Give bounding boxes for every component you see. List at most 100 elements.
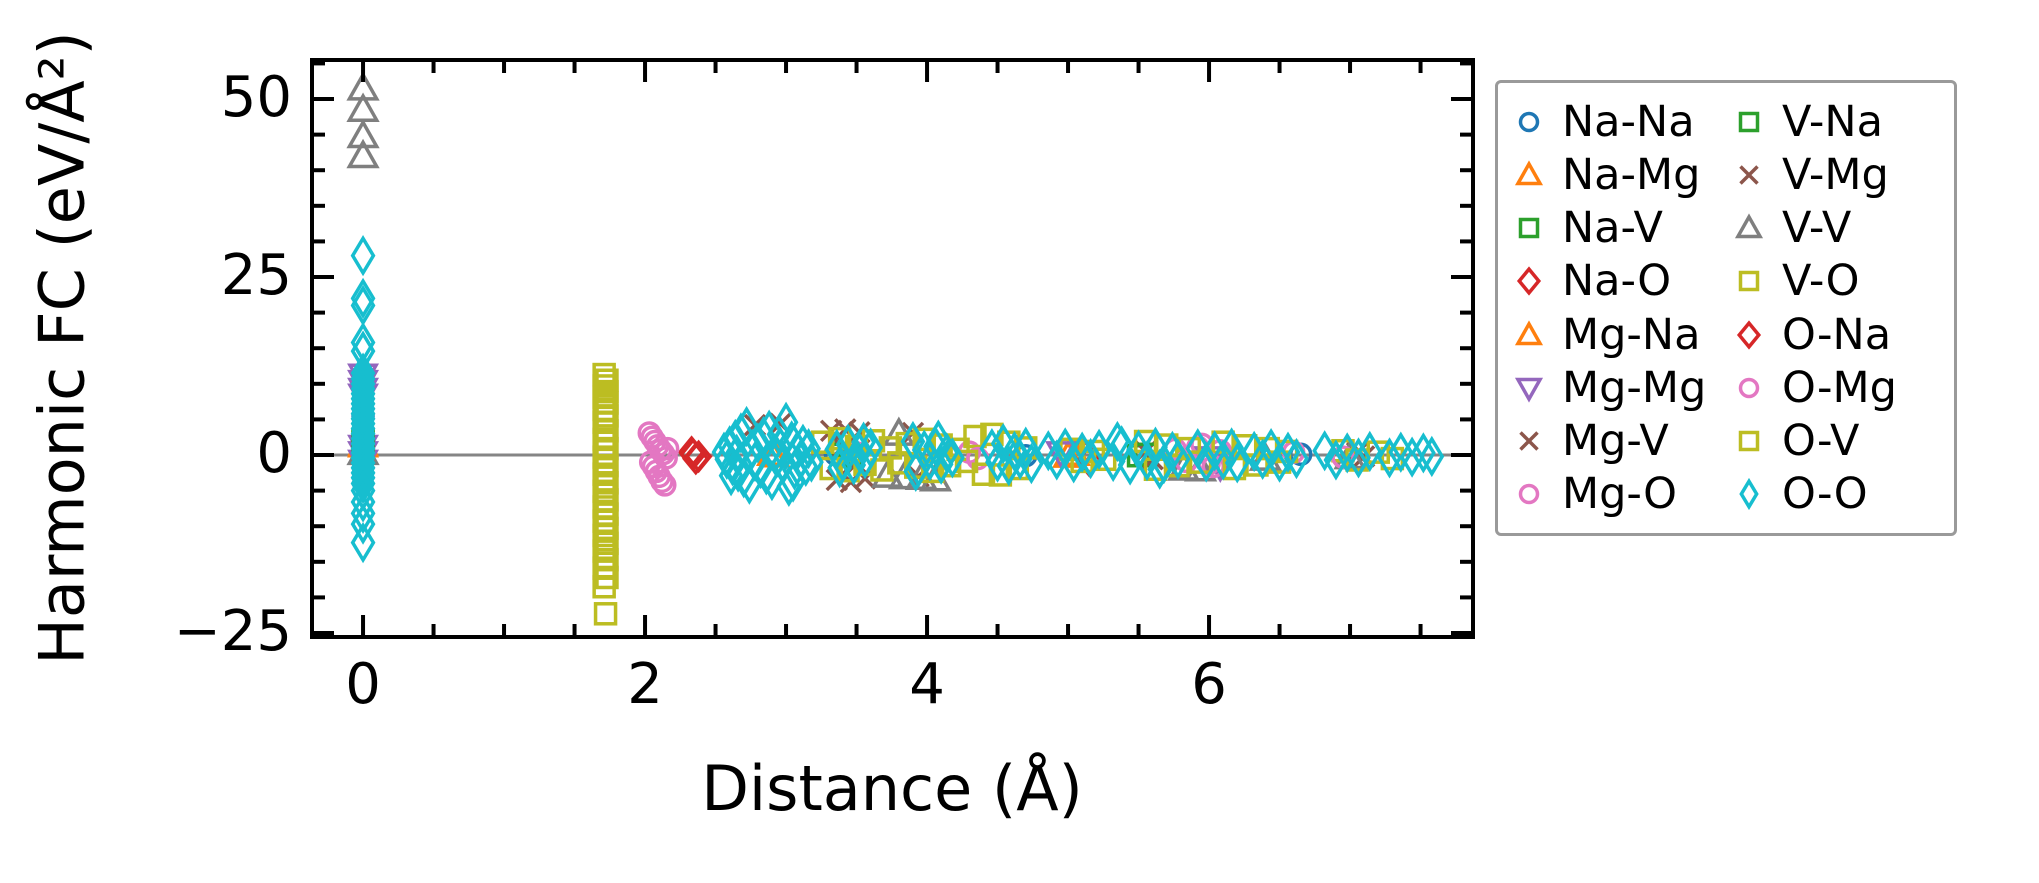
data-point bbox=[1738, 377, 1760, 399]
legend-item-Na-O: Na-O bbox=[1506, 255, 1726, 308]
data-point bbox=[1514, 160, 1544, 186]
legend-item-O-V: O-V bbox=[1726, 415, 1946, 468]
data-point bbox=[684, 439, 713, 474]
legend-label: Mg-Mg bbox=[1562, 362, 1707, 413]
data-point bbox=[595, 516, 619, 541]
data-point bbox=[1738, 111, 1760, 132]
data-point bbox=[724, 433, 750, 475]
data-point bbox=[350, 492, 376, 535]
x-icon bbox=[1739, 165, 1759, 185]
legend-label: O-Mg bbox=[1782, 362, 1897, 413]
data-point bbox=[350, 503, 376, 545]
data-point bbox=[796, 427, 821, 470]
data-point bbox=[346, 138, 380, 169]
square-icon bbox=[1738, 430, 1760, 452]
data-point bbox=[827, 447, 853, 489]
legend-label: O-O bbox=[1782, 469, 1868, 520]
x-tick-label: 4 bbox=[909, 652, 945, 717]
x-icon bbox=[1519, 431, 1539, 451]
legend-item-Na-V: Na-V bbox=[1506, 202, 1726, 255]
circle-icon bbox=[1518, 484, 1540, 505]
data-point bbox=[1518, 217, 1540, 239]
data-point bbox=[934, 432, 960, 474]
data-point bbox=[903, 450, 929, 493]
data-point bbox=[928, 443, 954, 485]
data-point bbox=[1018, 442, 1044, 485]
data-point bbox=[766, 413, 792, 456]
legend-label: V-V bbox=[1782, 203, 1852, 254]
legend-item-Na-Mg: Na-Mg bbox=[1506, 148, 1726, 201]
data-point bbox=[979, 427, 1005, 470]
data-point bbox=[653, 473, 677, 497]
data-point bbox=[870, 458, 894, 482]
data-point bbox=[1134, 440, 1160, 482]
legend-label: Mg-V bbox=[1562, 416, 1669, 467]
plot-frame bbox=[310, 58, 1475, 639]
legend-item-V-V: V-V bbox=[1726, 202, 1946, 255]
square-icon bbox=[1518, 217, 1540, 239]
data-point bbox=[780, 461, 806, 503]
data-point bbox=[350, 235, 376, 277]
legend-item-Mg-O: Mg-O bbox=[1506, 468, 1726, 521]
data-point bbox=[1410, 432, 1436, 474]
data-point bbox=[1514, 320, 1544, 345]
data-point bbox=[595, 531, 619, 556]
legend-label: Na-Mg bbox=[1562, 149, 1701, 200]
data-point bbox=[1044, 439, 1070, 481]
data-point bbox=[1377, 437, 1402, 479]
y-tick-label: 50 bbox=[220, 65, 292, 131]
data-point bbox=[963, 424, 987, 449]
legend-item-Mg-Na: Mg-Na bbox=[1506, 308, 1726, 361]
legend-label: Na-V bbox=[1562, 203, 1663, 254]
data-point bbox=[350, 277, 376, 320]
legend-label: V-O bbox=[1782, 256, 1860, 307]
legend-item-V-Na: V-Na bbox=[1726, 95, 1946, 148]
y-tick-label: 25 bbox=[220, 243, 292, 309]
data-point bbox=[1165, 438, 1191, 480]
legend-label: Mg-O bbox=[1562, 469, 1677, 520]
legend-label: V-Na bbox=[1782, 96, 1883, 147]
legend-label: Na-Na bbox=[1562, 96, 1695, 147]
x-tick-label: 0 bbox=[345, 652, 381, 717]
legend-item-Mg-V: Mg-V bbox=[1506, 415, 1726, 468]
data-point bbox=[655, 436, 680, 461]
data-point bbox=[1518, 484, 1540, 505]
legend-label: V-Mg bbox=[1782, 149, 1889, 200]
circle-icon bbox=[1518, 111, 1540, 132]
data-point bbox=[1419, 435, 1445, 478]
data-point bbox=[350, 442, 376, 484]
legend-label: Na-O bbox=[1562, 256, 1672, 307]
data-point bbox=[799, 441, 824, 483]
data-point bbox=[592, 574, 616, 599]
data-point bbox=[1734, 213, 1764, 239]
x-tick-label: 2 bbox=[627, 652, 663, 717]
data-point bbox=[1357, 430, 1383, 473]
legend-item-V-Mg: V-Mg bbox=[1726, 148, 1946, 201]
square-icon bbox=[1738, 111, 1760, 132]
series-O-O bbox=[350, 235, 1445, 564]
data-point bbox=[592, 523, 616, 548]
data-point bbox=[940, 437, 965, 479]
triangle-up-icon bbox=[1514, 320, 1544, 345]
data-point bbox=[350, 481, 376, 523]
legend-item-O-Na: O-Na bbox=[1726, 308, 1946, 361]
data-point bbox=[595, 404, 619, 428]
data-point bbox=[1147, 448, 1173, 490]
data-point bbox=[350, 462, 376, 505]
legend-item-O-Mg: O-Mg bbox=[1726, 361, 1946, 414]
data-point bbox=[1516, 266, 1542, 297]
y-tick-label: −25 bbox=[173, 599, 292, 664]
data-point bbox=[1219, 427, 1245, 469]
data-point bbox=[725, 451, 751, 493]
data-point bbox=[954, 449, 979, 474]
triangle-down-icon bbox=[1514, 377, 1544, 403]
data-point bbox=[1736, 319, 1762, 350]
data-point bbox=[1739, 478, 1759, 511]
legend-item-O-O: O-O bbox=[1726, 468, 1946, 521]
legend-item-V-O: V-O bbox=[1726, 255, 1946, 308]
data-point bbox=[1346, 437, 1371, 479]
data-point bbox=[1514, 377, 1544, 403]
diamond-thin-icon bbox=[1739, 478, 1759, 511]
data-point bbox=[593, 602, 618, 626]
